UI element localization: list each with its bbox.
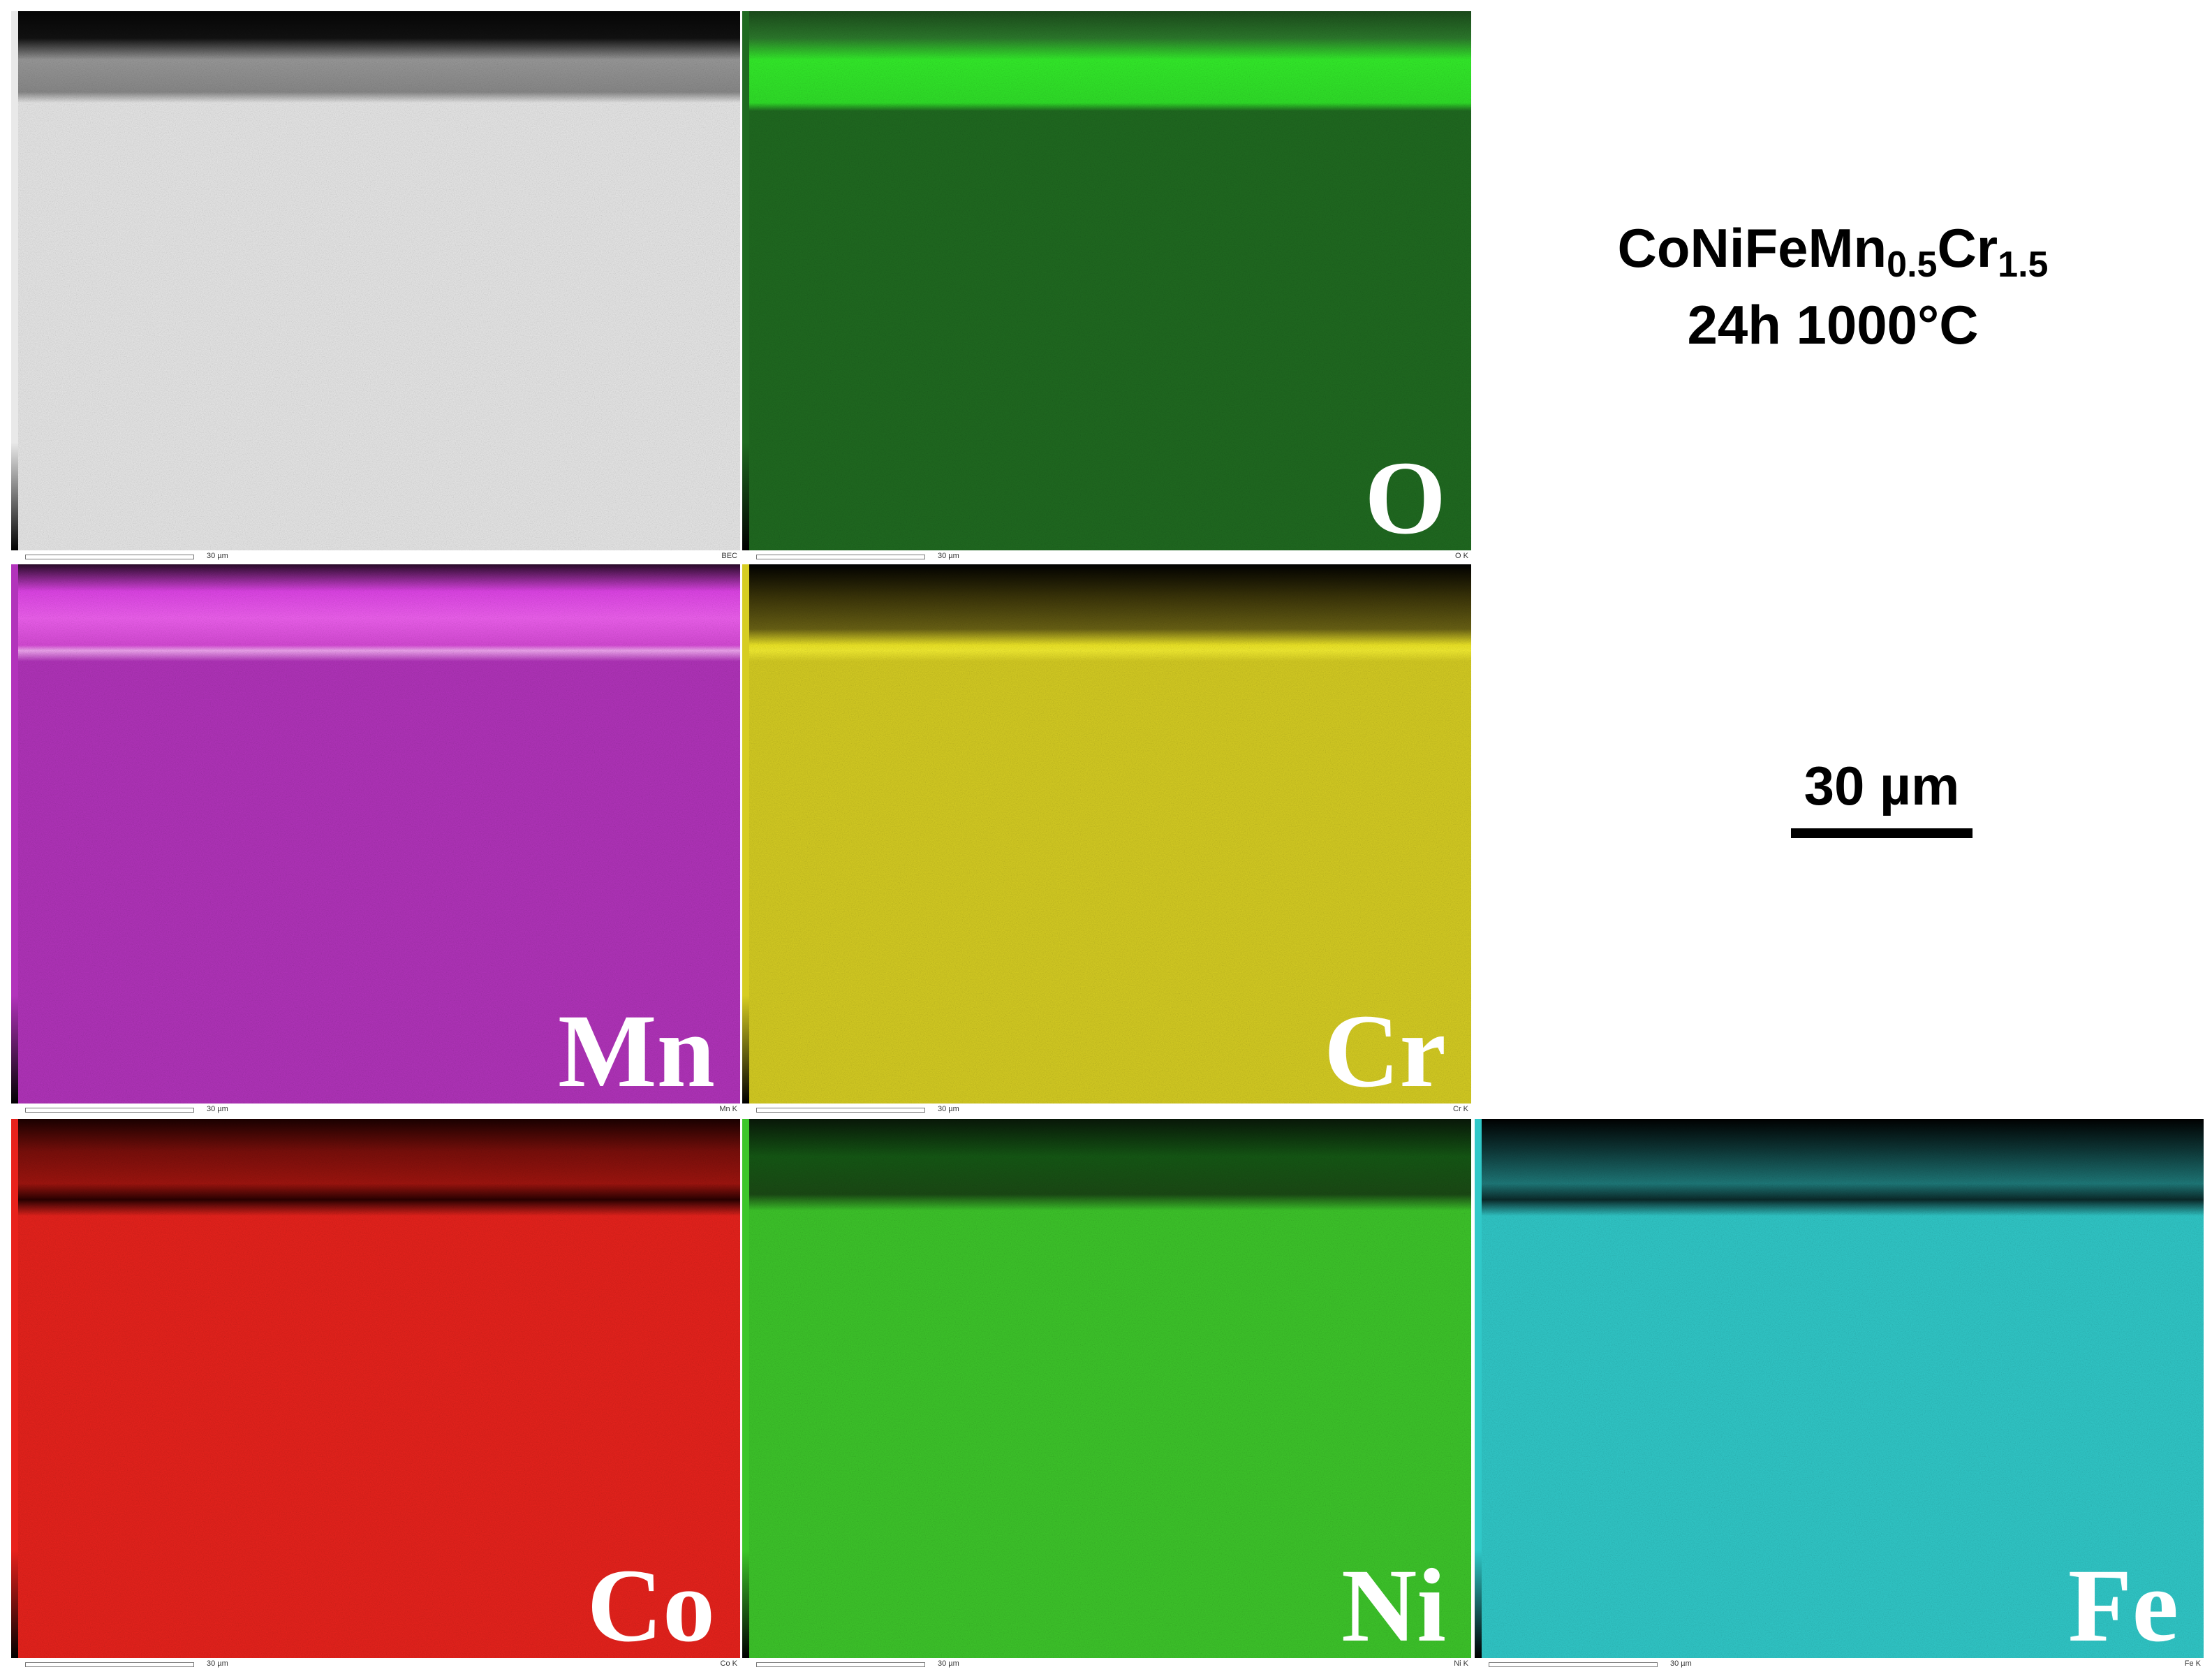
map-panel: Co 30 µm Co K xyxy=(11,1119,740,1671)
map-panel: O 30 µm O K xyxy=(742,11,1471,563)
map-panel: Fe 30 µm Fe K xyxy=(1475,1119,2204,1671)
map-image xyxy=(11,1119,740,1658)
map-footer: 30 µm Fe K xyxy=(1475,1658,2204,1671)
map-panel: 30 µm BEC xyxy=(11,11,740,563)
footer-scale-bar xyxy=(756,1662,925,1667)
speckle-rect xyxy=(1475,1119,2204,1658)
detector-label: Ni K xyxy=(1454,1659,1468,1668)
element-label: Co xyxy=(587,1548,715,1664)
detector-label: Co K xyxy=(720,1659,737,1668)
detector-label: BEC xyxy=(721,552,737,560)
map-footer: 30 µm Co K xyxy=(11,1658,740,1671)
color-scale xyxy=(742,11,749,550)
footer-scale-label: 30 µm xyxy=(938,1105,959,1113)
map-panel: Ni 30 µm Ni K xyxy=(742,1119,1471,1671)
color-scale xyxy=(11,564,18,1104)
speckle-rect xyxy=(11,1119,740,1658)
footer-scale-label: 30 µm xyxy=(1670,1659,1692,1668)
map-image xyxy=(11,564,740,1104)
map-image xyxy=(742,1119,1471,1658)
speckle-rect xyxy=(11,11,740,550)
formula-part: CoNiFeMn xyxy=(1617,217,1887,279)
footer-scale-label: 30 µm xyxy=(938,1659,959,1668)
speckle-rect xyxy=(11,564,740,1104)
speckle xyxy=(1475,1119,2204,1658)
footer-scale-label: 30 µm xyxy=(207,552,228,560)
map-image xyxy=(11,11,740,550)
scale-bar-label: 30 µm xyxy=(1804,755,1960,816)
footer-scale-label: 30 µm xyxy=(207,1659,228,1668)
element-label: Fe xyxy=(2067,1548,2178,1664)
color-scale xyxy=(1475,1119,1482,1658)
sample-formula: CoNiFeMn0.5Cr1.5 xyxy=(1606,217,2060,286)
detector-label: O K xyxy=(1455,552,1468,560)
color-scale xyxy=(11,11,18,550)
map-panel: Cr 30 µm Cr K xyxy=(742,564,1471,1116)
speckle-rect xyxy=(742,1119,1471,1658)
speckle xyxy=(742,1119,1471,1658)
map-footer: 30 µm Cr K xyxy=(742,1104,1471,1116)
footer-scale-bar xyxy=(25,555,194,559)
detector-label: Cr K xyxy=(1453,1105,1468,1113)
map-footer: 30 µm O K xyxy=(742,550,1471,563)
footer-scale-label: 30 µm xyxy=(207,1105,228,1113)
speckle-rect xyxy=(742,11,1471,550)
map-image xyxy=(742,564,1471,1104)
map-image xyxy=(1475,1119,2204,1658)
footer-scale-bar xyxy=(25,1108,194,1113)
element-label: O xyxy=(1364,440,1446,556)
color-scale xyxy=(11,1119,18,1658)
speckle xyxy=(742,564,1471,1104)
detector-label: Mn K xyxy=(719,1105,737,1113)
footer-scale-bar xyxy=(25,1662,194,1667)
map-footer: 30 µm Ni K xyxy=(742,1658,1471,1671)
condition: 24h 1000°C xyxy=(1687,294,1979,355)
element-label: Mn xyxy=(558,993,715,1109)
speckle xyxy=(11,1119,740,1658)
speckle-rect xyxy=(742,564,1471,1104)
footer-scale-bar xyxy=(1489,1662,1658,1667)
map-footer: 30 µm BEC xyxy=(11,550,740,563)
speckle xyxy=(742,11,1471,550)
speckle xyxy=(11,564,740,1104)
color-scale xyxy=(742,1119,749,1658)
element-label: Ni xyxy=(1341,1548,1446,1664)
map-image xyxy=(742,11,1471,550)
formula-part: Cr xyxy=(1937,217,1998,279)
color-scale xyxy=(742,564,749,1104)
footer-scale-label: 30 µm xyxy=(938,552,959,560)
element-label: Cr xyxy=(1324,993,1446,1109)
map-footer: 30 µm Mn K xyxy=(11,1104,740,1116)
formula-subscript: 1.5 xyxy=(1998,244,2049,285)
scale-bar xyxy=(1791,828,1973,838)
footer-scale-bar xyxy=(756,1108,925,1113)
formula-subscript: 0.5 xyxy=(1887,244,1938,285)
detector-label: Fe K xyxy=(2184,1659,2201,1668)
speckle xyxy=(11,11,740,550)
footer-scale-bar xyxy=(756,555,925,559)
map-panel: Mn 30 µm Mn K xyxy=(11,564,740,1116)
